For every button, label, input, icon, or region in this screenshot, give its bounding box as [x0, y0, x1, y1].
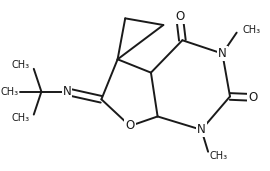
- Text: N: N: [218, 47, 227, 60]
- Text: N: N: [197, 123, 206, 136]
- Text: O: O: [248, 91, 258, 104]
- Text: CH₃: CH₃: [12, 60, 30, 70]
- Text: O: O: [175, 10, 184, 23]
- Text: CH₃: CH₃: [242, 25, 261, 35]
- Text: CH₃: CH₃: [1, 87, 19, 97]
- Text: N: N: [63, 85, 72, 98]
- Text: CH₃: CH₃: [210, 152, 228, 161]
- Text: CH₃: CH₃: [12, 113, 30, 123]
- Text: O: O: [125, 120, 135, 133]
